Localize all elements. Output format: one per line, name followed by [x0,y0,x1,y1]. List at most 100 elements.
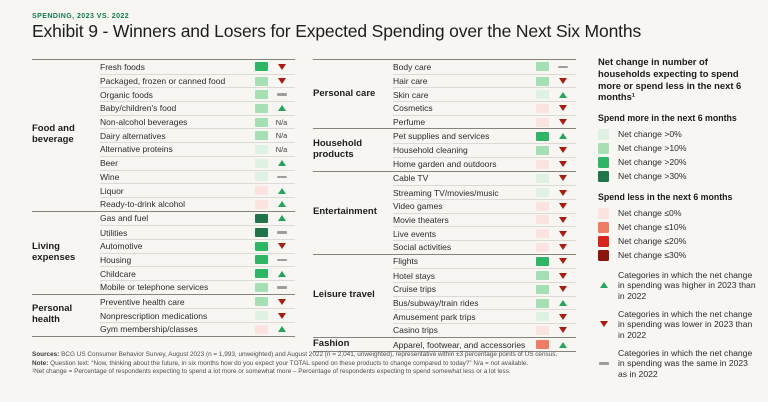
net-change-swatch [255,311,268,321]
trend-cell [549,258,576,265]
spending-table-left: Food and beverage Fresh foods Packaged, fr… [32,59,295,337]
page-title: Exhibit 9 - Winners and Losers for Expec… [32,21,642,41]
trend-cell [549,272,576,279]
trend-cell [268,93,295,96]
table-row: Perfume [393,114,576,129]
category-label: Cruise trips [393,284,436,295]
trend-down-icon [558,175,567,182]
net-change-swatch [255,158,268,168]
trend-legend-item: Categories in which the net change in sp… [598,348,758,379]
table-row: Baby/children's food [100,101,295,115]
table-row: Gym membership/classes [100,322,295,336]
trend-cell: N/a [268,131,295,140]
trend-down-icon [600,321,608,328]
category-label: Organic foods [100,89,153,100]
category-label: Flights [393,256,419,267]
section-label: Personal care [313,87,376,99]
trend-up-icon [277,187,286,194]
table-row: Preventive health care [100,295,295,309]
net-change-swatch [255,103,268,113]
trend-legend-text: Categories in which the net change in sp… [618,270,756,301]
trend-up-icon [558,300,567,307]
section-personal-health: Personal health Preventive health care Non… [32,293,295,336]
category-label: Apparel, footwear, and accessories [393,339,526,350]
section-household-products: Household products Pet supplies and servi… [313,128,576,170]
legend-item: Net change ≤10% [598,220,758,234]
net-change-swatch [255,76,268,86]
trend-cell [549,286,576,293]
category-label: Beer [100,158,118,169]
trend-same-icon [276,258,287,262]
trend-down-icon [558,244,567,251]
net-change-swatch [536,131,549,141]
section-rows: Pet supplies and services Household clean… [393,129,576,170]
trend-legend-item: Categories in which the net change in sp… [598,270,758,301]
category-label: Amusement park trips [393,311,476,322]
table-row: Beer [100,155,295,170]
table-row: Amusement park trips [393,309,576,323]
legend-title: Net change in number of households expec… [598,56,742,103]
category-label: Skin care [393,89,429,100]
category-label: Gas and fuel [100,213,149,224]
trend-cell [268,175,295,179]
trend-up-icon [558,91,567,98]
table-row: Automotive [100,238,295,253]
trend-down-icon [558,258,567,265]
trend-down-icon [277,78,286,85]
category-label: Cable TV [393,173,429,184]
section-leisure-travel: Leisure travel Flights Hotel stays Cruise t… [313,253,576,337]
category-label: Hotel stays [393,270,436,281]
trend-down-icon [558,105,567,112]
trend-cell [268,63,295,70]
trend-same-icon [276,93,287,96]
net-change-swatch [536,90,549,100]
section-rows: Body care Hair care Skin care Cosmetics Perf… [393,60,576,128]
category-label: Gym membership/classes [100,324,198,335]
table-row: Housing [100,252,295,267]
trend-down-icon [277,312,286,319]
trend-down-icon [558,272,567,279]
net-change-swatch [255,282,268,292]
table-row: Casino trips [393,323,576,337]
section-rows: Gas and fuel Utilities Automotive Housing Ch… [100,212,295,294]
trend-cell [268,326,295,333]
table-row: Skin care [393,87,576,101]
category-label: Video games [393,201,443,212]
net-change-swatch [536,188,549,198]
net-change-swatch [536,76,549,86]
net-change-swatch [536,242,549,252]
trend-legend-icon-cell [598,321,610,328]
legend-spend-less-title: Spend less in the next 6 months [598,192,733,202]
trend-cell [549,105,576,112]
trend-down-icon [558,230,567,237]
table-row: Cable TV [393,172,576,186]
trend-cell [549,216,576,223]
note-text: Question text: “Now, thinking about the … [48,359,529,367]
trend-cell [268,201,295,208]
table-row: Ready-to-drink alcohol [100,196,295,211]
trend-cell [549,161,576,168]
trend-legend-item: Categories in which the net change in sp… [598,309,758,340]
legend-item-label: Net change ≤10% [618,222,687,232]
table-row: Cosmetics [393,101,576,115]
legend-item: Net change ≤20% [598,234,758,248]
trend-cell [268,160,295,167]
net-change-swatch [255,269,268,279]
net-change-swatch [536,103,549,113]
category-label: Movie theaters [393,214,449,225]
legend-swatch [598,170,609,182]
table-row: Hair care [393,73,576,88]
section-food-and-beverage: Food and beverage Fresh foods Packaged, fr… [32,59,295,211]
trend-cell [268,187,295,194]
trend-legend-text: Categories in which the net change in sp… [618,308,753,340]
trend-cell [549,341,576,348]
section-rows: Fresh foods Packaged, frozen or canned fo… [100,60,295,211]
table-row: Packaged, frozen or canned food [100,73,295,88]
spending-table-middle: Personal care Body care Hair care Skin care… [313,59,576,353]
net-change-swatch [536,271,549,281]
trend-cell: N/a [268,118,295,127]
trend-down-icon [277,243,286,250]
net-change-swatch [536,325,549,335]
trend-cell [549,244,576,251]
table-row: Hotel stays [393,268,576,282]
